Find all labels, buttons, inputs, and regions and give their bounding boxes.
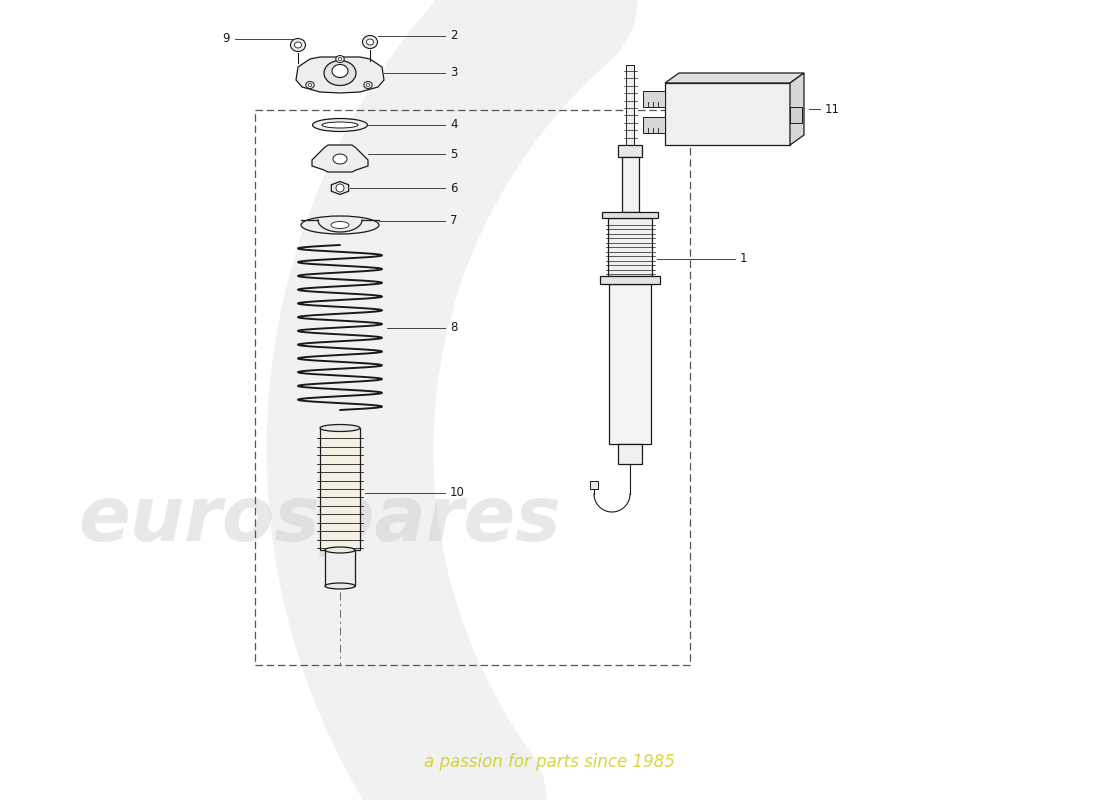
- Polygon shape: [600, 276, 660, 284]
- Polygon shape: [621, 157, 638, 212]
- Polygon shape: [618, 444, 642, 464]
- Polygon shape: [790, 107, 802, 123]
- Ellipse shape: [308, 83, 311, 86]
- Text: eurospares: eurospares: [78, 483, 561, 557]
- Text: 1: 1: [740, 252, 748, 265]
- Polygon shape: [296, 57, 384, 93]
- Text: 4: 4: [450, 118, 458, 131]
- Polygon shape: [609, 284, 651, 444]
- Text: 10: 10: [450, 486, 465, 499]
- Polygon shape: [644, 117, 666, 133]
- Polygon shape: [608, 218, 652, 276]
- Ellipse shape: [306, 82, 315, 89]
- Bar: [255, 110, 690, 665]
- Polygon shape: [666, 73, 804, 83]
- Bar: [590, 481, 598, 489]
- Ellipse shape: [363, 35, 377, 49]
- Ellipse shape: [320, 425, 360, 431]
- Polygon shape: [618, 145, 642, 157]
- Polygon shape: [312, 145, 368, 172]
- Ellipse shape: [324, 547, 355, 553]
- Text: 2: 2: [450, 29, 458, 42]
- Ellipse shape: [295, 42, 301, 48]
- Ellipse shape: [322, 122, 358, 128]
- Ellipse shape: [364, 82, 372, 89]
- Ellipse shape: [312, 118, 367, 131]
- Ellipse shape: [366, 83, 370, 86]
- Polygon shape: [324, 550, 355, 586]
- Ellipse shape: [333, 154, 346, 164]
- Text: 6: 6: [450, 182, 458, 194]
- Polygon shape: [626, 65, 634, 145]
- Polygon shape: [666, 83, 790, 145]
- Polygon shape: [331, 182, 349, 194]
- Text: 5: 5: [450, 147, 458, 161]
- Text: a passion for parts since 1985: a passion for parts since 1985: [425, 753, 675, 771]
- Ellipse shape: [366, 39, 374, 45]
- Ellipse shape: [339, 58, 342, 61]
- Ellipse shape: [324, 61, 356, 86]
- Polygon shape: [602, 212, 658, 218]
- Text: 7: 7: [450, 214, 458, 227]
- Text: 9: 9: [222, 32, 230, 45]
- Ellipse shape: [324, 583, 355, 589]
- Polygon shape: [320, 428, 360, 550]
- Polygon shape: [644, 91, 666, 107]
- Text: 11: 11: [825, 102, 840, 115]
- Ellipse shape: [301, 216, 380, 234]
- Text: 8: 8: [450, 321, 458, 334]
- Polygon shape: [790, 73, 804, 145]
- Circle shape: [336, 184, 344, 192]
- Ellipse shape: [336, 55, 344, 62]
- Text: 3: 3: [450, 66, 458, 79]
- Ellipse shape: [332, 65, 348, 78]
- Ellipse shape: [331, 222, 349, 229]
- Ellipse shape: [290, 38, 306, 51]
